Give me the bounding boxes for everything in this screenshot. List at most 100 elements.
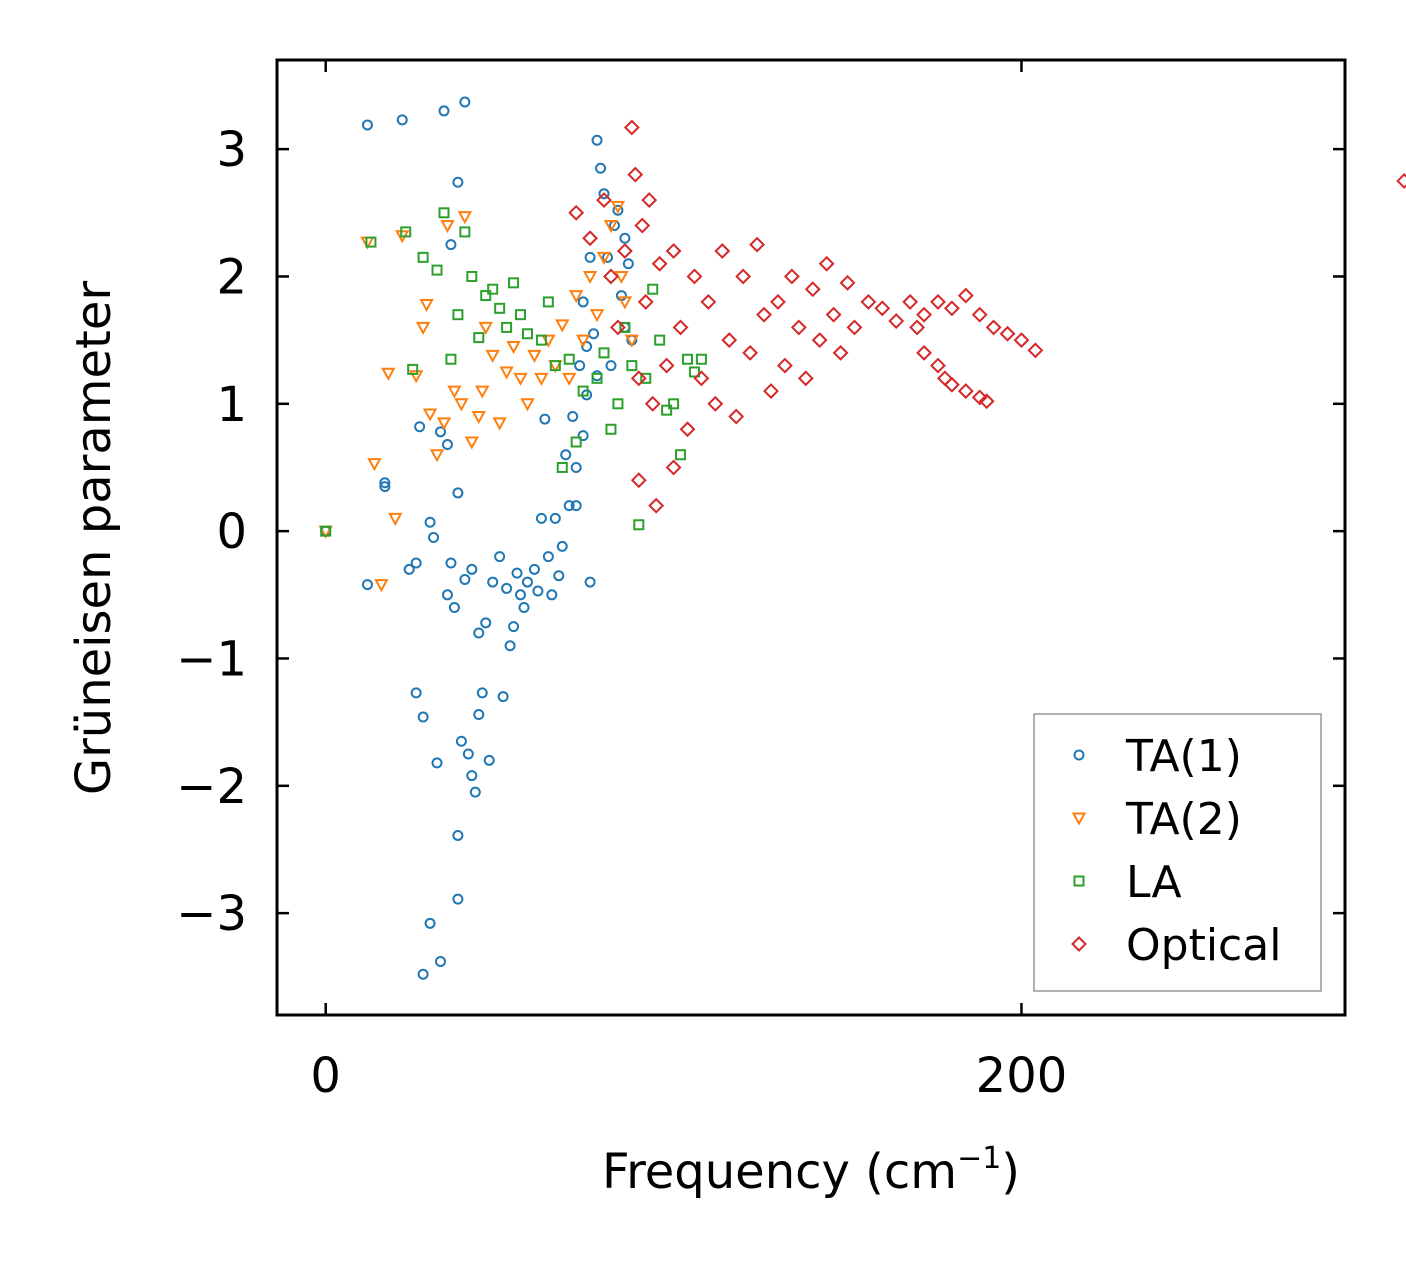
data-point <box>630 370 647 387</box>
data-point <box>570 500 582 512</box>
data-point <box>971 306 988 323</box>
data-point <box>445 557 457 569</box>
data-point <box>682 353 694 365</box>
data-point <box>742 344 759 361</box>
data-point <box>379 481 391 493</box>
data-point <box>668 398 680 410</box>
data-point <box>501 582 513 594</box>
data-point <box>440 220 455 234</box>
data-point <box>521 576 533 588</box>
data-point <box>909 319 926 336</box>
data-point <box>575 334 591 348</box>
data-point <box>614 270 629 285</box>
data-point <box>675 449 687 461</box>
data-point <box>584 576 596 588</box>
data-point <box>436 417 452 431</box>
data-point <box>506 341 521 355</box>
data-point <box>454 398 469 412</box>
data-point <box>417 711 429 723</box>
data-point <box>473 332 485 344</box>
data-point <box>610 319 626 336</box>
data-point <box>679 421 696 438</box>
y-tick-label: 2 <box>216 249 247 305</box>
data-point <box>414 421 426 433</box>
data-point <box>475 385 490 399</box>
data-point <box>658 357 675 374</box>
data-point <box>480 290 492 302</box>
data-point <box>647 283 659 295</box>
data-point <box>483 754 495 766</box>
data-point <box>943 300 960 317</box>
x-tick-label: 0 <box>310 1048 341 1104</box>
data-point <box>448 602 460 614</box>
data-point <box>839 274 856 291</box>
data-point <box>452 893 464 905</box>
data-point <box>846 319 863 336</box>
data-point <box>588 328 600 340</box>
data-point <box>735 268 752 285</box>
data-point <box>756 306 772 323</box>
data-point <box>438 105 450 117</box>
data-point <box>654 334 666 346</box>
data-point <box>462 748 474 760</box>
data-point <box>417 968 429 980</box>
data-point <box>497 691 509 703</box>
data-point <box>438 207 450 219</box>
data-point <box>902 294 919 310</box>
data-point <box>487 576 499 588</box>
data-point <box>459 96 471 108</box>
data-point <box>619 321 631 333</box>
data-point <box>447 385 462 399</box>
data-point <box>568 290 584 304</box>
data-point <box>634 217 651 234</box>
data-point <box>584 251 596 263</box>
data-point <box>435 956 447 968</box>
data-point <box>591 372 603 384</box>
data-point <box>957 383 974 399</box>
data-point <box>508 277 520 289</box>
data-point <box>466 770 478 782</box>
data-point <box>452 176 464 188</box>
data-point <box>431 757 443 769</box>
data-point <box>616 243 633 259</box>
data-point <box>648 497 665 514</box>
data-point <box>589 309 605 323</box>
data-point <box>471 411 486 425</box>
y-tick-label: −2 <box>176 759 247 815</box>
data-point <box>556 461 568 473</box>
data-point <box>640 372 652 384</box>
data-point <box>521 328 533 340</box>
data-point <box>441 589 453 601</box>
data-point <box>365 236 377 248</box>
data-point <box>466 563 478 575</box>
data-point <box>381 367 396 381</box>
data-point <box>320 525 332 537</box>
data-point <box>888 313 905 329</box>
data-point <box>567 411 579 423</box>
data-point <box>534 372 549 386</box>
y-tick-label: 0 <box>216 504 247 560</box>
data-point <box>728 408 745 425</box>
data-point <box>410 557 422 569</box>
legend-marker <box>1071 812 1087 826</box>
y-tick-label: 1 <box>216 377 247 433</box>
data-point <box>562 372 577 386</box>
y-tick-label: 3 <box>216 122 247 178</box>
data-point <box>452 487 464 499</box>
data-point <box>361 119 373 131</box>
data-point <box>598 188 610 200</box>
data-point <box>714 243 731 259</box>
data-point <box>549 360 561 372</box>
data-point <box>930 294 946 310</box>
data-point <box>374 579 389 593</box>
data-point <box>492 417 507 431</box>
series-ta-2- <box>318 200 640 593</box>
data-point <box>596 192 612 208</box>
data-point <box>943 376 960 393</box>
data-point <box>473 708 485 720</box>
data-point <box>790 319 807 336</box>
y-axis-title: Grüneisen parameter <box>66 281 122 796</box>
data-point <box>494 551 506 563</box>
data-point <box>603 220 619 234</box>
data-point <box>520 398 535 412</box>
